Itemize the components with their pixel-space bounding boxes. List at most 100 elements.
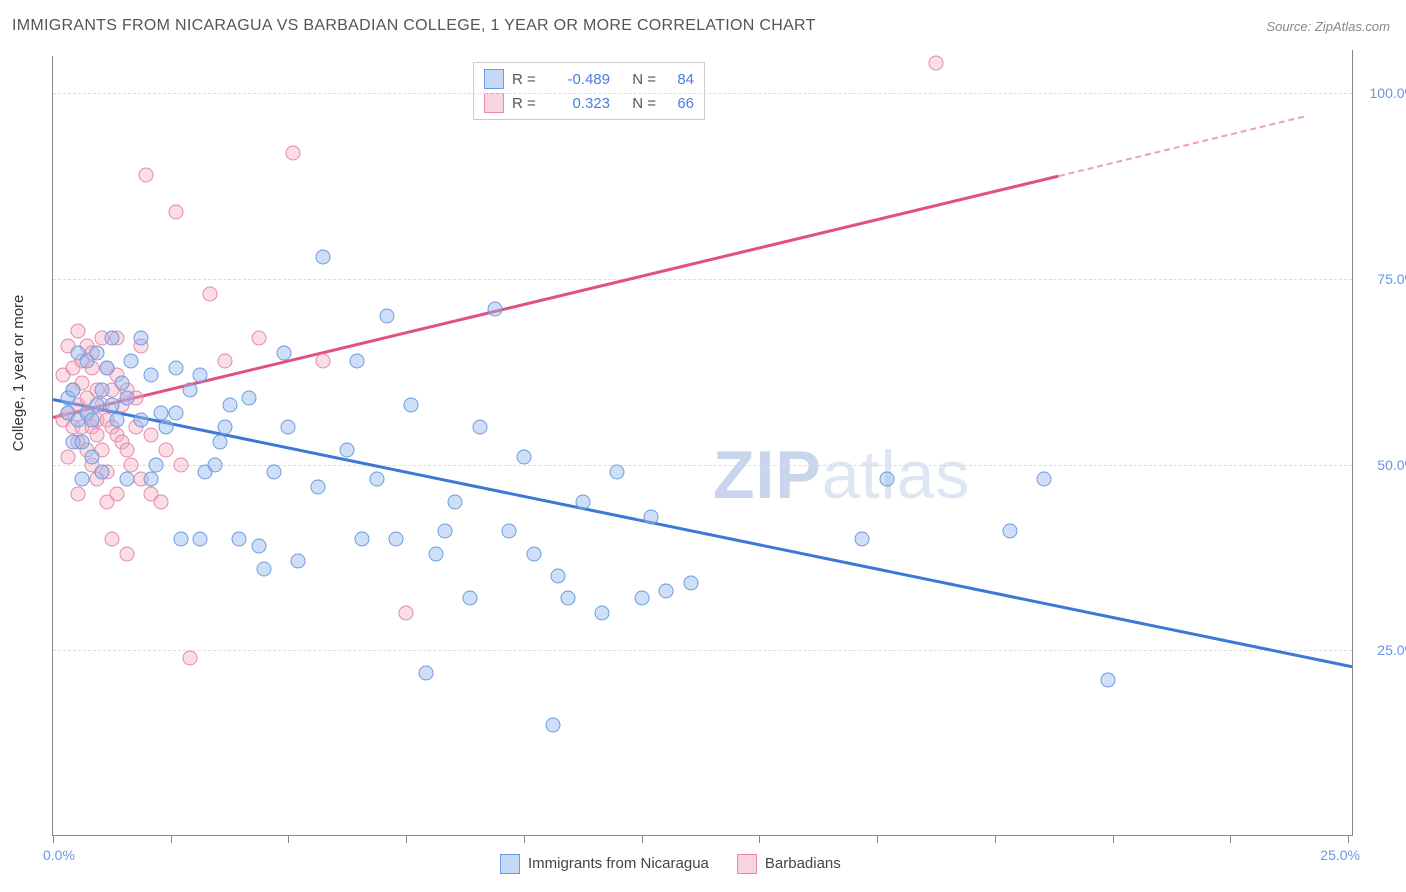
data-point [95, 383, 110, 398]
data-point [266, 465, 281, 480]
gridline-h [53, 465, 1352, 466]
y-axis-tick-label: 75.0% [1377, 271, 1406, 287]
x-axis-tick [642, 835, 643, 843]
data-point [109, 487, 124, 502]
x-axis-tick [877, 835, 878, 843]
data-point [75, 435, 90, 450]
swatch-pink-icon [484, 93, 504, 113]
data-point [644, 509, 659, 524]
data-point [65, 383, 80, 398]
data-point [315, 249, 330, 264]
data-point [202, 286, 217, 301]
data-point [502, 524, 517, 539]
data-point [428, 546, 443, 561]
data-point [90, 346, 105, 361]
data-point [193, 368, 208, 383]
chart-header: IMMIGRANTS FROM NICARAGUA VS BARBADIAN C… [0, 0, 1406, 48]
data-point [153, 405, 168, 420]
watermark: ZIPatlas [713, 436, 970, 514]
data-point [207, 457, 222, 472]
data-point [90, 398, 105, 413]
data-point [119, 390, 134, 405]
data-point [217, 420, 232, 435]
source-attribution: Source: ZipAtlas.com [1266, 19, 1390, 34]
data-point [438, 524, 453, 539]
x-axis-tick [1113, 835, 1114, 843]
data-point [315, 353, 330, 368]
data-point [124, 457, 139, 472]
swatch-blue-icon [484, 69, 504, 89]
data-point [286, 145, 301, 160]
data-point [124, 353, 139, 368]
x-axis-tick [53, 835, 54, 843]
data-point [291, 554, 306, 569]
data-point [70, 323, 85, 338]
data-point [119, 442, 134, 457]
x-axis-tick [1230, 835, 1231, 843]
gridline-h [53, 650, 1352, 651]
x-axis-tick [759, 835, 760, 843]
y-axis-tick-label: 50.0% [1377, 457, 1406, 473]
data-point [104, 531, 119, 546]
data-point [610, 465, 625, 480]
data-point [168, 361, 183, 376]
data-point [929, 56, 944, 71]
series-legend: Immigrants from Nicaragua Barbadians [500, 854, 841, 874]
data-point [369, 472, 384, 487]
data-point [389, 531, 404, 546]
data-point [659, 583, 674, 598]
legend-row-pink: R = 0.323 N = 66 [484, 91, 694, 115]
data-point [448, 494, 463, 509]
data-point [75, 472, 90, 487]
data-point [355, 531, 370, 546]
data-point [561, 591, 576, 606]
data-point [217, 353, 232, 368]
x-axis-tick [1348, 835, 1349, 843]
data-point [281, 420, 296, 435]
data-point [183, 383, 198, 398]
data-point [153, 494, 168, 509]
data-point [139, 167, 154, 182]
data-point [242, 390, 257, 405]
y-axis-tick-label: 25.0% [1377, 642, 1406, 658]
x-axis-tick [406, 835, 407, 843]
data-point [276, 346, 291, 361]
legend-item-pink: Barbadians [737, 854, 841, 874]
data-point [85, 450, 100, 465]
data-point [144, 427, 159, 442]
data-point [173, 531, 188, 546]
y-axis-tick-label: 100.0% [1370, 85, 1406, 101]
data-point [516, 450, 531, 465]
data-point [119, 472, 134, 487]
data-point [144, 368, 159, 383]
data-point [90, 427, 105, 442]
data-point [158, 442, 173, 457]
data-point [99, 361, 114, 376]
x-axis-max-label: 25.0% [1320, 847, 1360, 863]
data-point [134, 413, 149, 428]
data-point [256, 561, 271, 576]
data-point [158, 420, 173, 435]
x-axis-min-label: 0.0% [43, 847, 75, 863]
trend-line [53, 398, 1354, 668]
legend-row-blue: R = -0.489 N = 84 [484, 67, 694, 91]
data-point [183, 650, 198, 665]
data-point [879, 472, 894, 487]
data-point [119, 546, 134, 561]
data-point [546, 717, 561, 732]
x-axis-tick [524, 835, 525, 843]
x-axis-tick [171, 835, 172, 843]
data-point [173, 457, 188, 472]
data-point [222, 398, 237, 413]
data-point [683, 576, 698, 591]
data-point [193, 531, 208, 546]
data-point [104, 331, 119, 346]
data-point [526, 546, 541, 561]
data-point [114, 375, 129, 390]
data-point [1002, 524, 1017, 539]
chart-title: IMMIGRANTS FROM NICARAGUA VS BARBADIAN C… [12, 17, 816, 35]
data-point [404, 398, 419, 413]
data-point [399, 606, 414, 621]
data-point [551, 569, 566, 584]
correlation-legend: R = -0.489 N = 84 R = 0.323 N = 66 [473, 62, 705, 120]
